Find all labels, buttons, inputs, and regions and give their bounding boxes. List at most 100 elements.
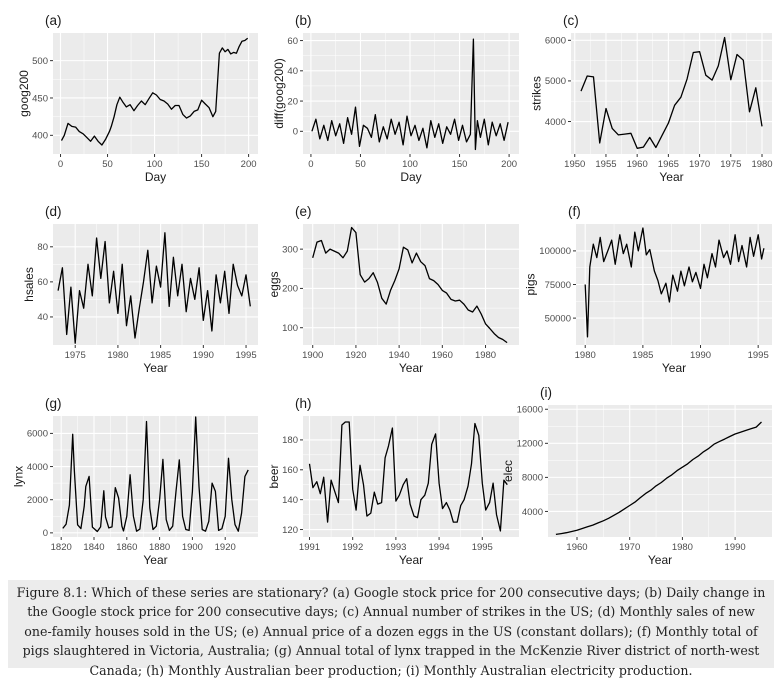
chart-panel-6: 1980 1985 1990 1995 50000 75000 100000 Year pigs… (524, 204, 772, 375)
x-tick-label: 1920 (215, 542, 236, 553)
x-tick-label: 1993 (385, 542, 406, 553)
series-line-1 (312, 226, 508, 344)
y-tick-label: 20 (287, 96, 298, 107)
x-tick-label: 1960 (432, 350, 453, 361)
x-tick-label: 1980 (751, 159, 772, 170)
plot-background (303, 224, 519, 345)
x-tick-label: 1975 (65, 350, 86, 361)
y-tick-label: 50000 (545, 313, 571, 324)
x-tick-label: 1994 (429, 542, 450, 553)
series-line-1 (555, 421, 762, 536)
panel-tag: (f) (568, 204, 581, 219)
x-tick-label: 1965 (658, 159, 679, 170)
y-tick-label: 140 (282, 495, 298, 506)
x-axis-title: Day (400, 170, 421, 184)
y-axis-title: lynx (11, 466, 25, 487)
panel-tag: (g) (45, 396, 62, 411)
panel-tag: (b) (295, 13, 312, 28)
y-tick-label: 40 (287, 66, 298, 77)
y-tick-label: 500 (32, 56, 48, 67)
chart-panel-3: 1950 1955 1960 1965 1970 1975 1980 4000 5000 6000… (529, 13, 772, 184)
y-tick-label: 8000 (522, 473, 543, 484)
y-axis-title: beer (267, 464, 281, 488)
chart-panel-9: 1960 1970 1980 1990 4000 8000 12000 16000 Year el… (501, 385, 772, 567)
x-tick-label: 1960 (566, 542, 587, 553)
panel-tag: (d) (45, 204, 62, 219)
panel-tag: (i) (540, 385, 552, 400)
series-line-1 (57, 232, 251, 344)
y-tick-label: 16000 (517, 405, 543, 416)
y-tick-label: 160 (282, 465, 298, 476)
x-axis-title: Year (399, 361, 423, 375)
y-axis-title: goog200 (17, 70, 31, 117)
panel-tag: (a) (45, 13, 62, 28)
x-axis-title: Day (145, 170, 166, 184)
y-tick-label: 2000 (27, 495, 48, 506)
x-tick-label: 1880 (149, 542, 170, 553)
x-tick-label: 1992 (342, 542, 363, 553)
y-tick-label: 5000 (545, 76, 566, 87)
series-line-1 (308, 421, 508, 532)
y-tick-label: 450 (32, 93, 48, 104)
y-tick-label: 100 (282, 323, 298, 334)
x-tick-label: 1995 (748, 350, 769, 361)
figure-caption: Figure 8.1: Which of these series are st… (8, 580, 774, 678)
x-tick-label: 200 (501, 159, 517, 170)
x-tick-label: 1980 (475, 350, 496, 361)
x-tick-label: 1970 (619, 542, 640, 553)
x-tick-label: 1995 (472, 542, 493, 553)
series-line-1 (311, 38, 509, 151)
series-line-1 (62, 416, 249, 533)
series-line-1 (584, 227, 765, 338)
y-tick-label: 60 (287, 36, 298, 47)
x-tick-label: 1955 (595, 159, 616, 170)
x-axis-title: Year (143, 553, 167, 567)
y-axis-title: elec (501, 460, 515, 482)
plot-background (303, 416, 519, 537)
x-tick-label: 1970 (689, 159, 710, 170)
y-axis-title: diff(goog200) (272, 58, 286, 129)
chart-panel-2: 0 50 100 150 200 0 20 40 60 Day diff(goog200) (b) (272, 13, 519, 184)
x-tick-label: 150 (452, 159, 468, 170)
y-tick-label: 75000 (545, 280, 571, 291)
y-tick-label: 300 (282, 244, 298, 255)
plot-background (53, 33, 258, 154)
x-tick-label: 1940 (389, 350, 410, 361)
panel-tag: (e) (295, 204, 312, 219)
y-tick-label: 6000 (545, 36, 566, 47)
y-tick-label: 6000 (27, 429, 48, 440)
y-tick-label: 4000 (522, 507, 543, 518)
x-tick-label: 1995 (235, 350, 256, 361)
plot-background (53, 416, 258, 537)
x-tick-label: 1980 (672, 542, 693, 553)
x-tick-label: 50 (102, 159, 113, 170)
y-tick-label: 120 (282, 525, 298, 536)
plot-background (53, 224, 258, 345)
x-tick-label: 1991 (299, 542, 320, 553)
x-axis-title: Year (143, 361, 167, 375)
series-line-1 (60, 37, 249, 146)
y-tick-label: 200 (282, 284, 298, 295)
x-tick-label: 100 (402, 159, 418, 170)
x-tick-label: 1900 (182, 542, 203, 553)
y-axis-title: eggs (267, 271, 281, 297)
x-axis-title: Year (659, 170, 683, 184)
plot-background (571, 33, 772, 154)
y-tick-label: 40 (37, 312, 48, 323)
y-tick-label: 4000 (545, 117, 566, 128)
y-tick-label: 100000 (539, 246, 571, 257)
y-axis-title: pigs (524, 273, 538, 295)
y-tick-label: 180 (282, 435, 298, 446)
chart-panel-1: 0 50 100 150 200 400 450 500 Day goog200 (a) (17, 13, 258, 184)
x-tick-label: 1985 (150, 350, 171, 361)
x-tick-label: 50 (355, 159, 366, 170)
chart-panel-5: 1900 1920 1940 1960 1980 100 200 300 Year eggs (e) (267, 204, 519, 375)
chart-panel-8: 1991 1992 1993 1994 1995 120 140 160 180 Year beer… (267, 396, 519, 567)
x-tick-label: 0 (308, 159, 313, 170)
x-tick-label: 1980 (575, 350, 596, 361)
x-axis-title: Year (662, 361, 686, 375)
x-tick-label: 1960 (627, 159, 648, 170)
series-line-1 (580, 36, 763, 149)
x-axis-title: Year (399, 553, 423, 567)
panel-tag: (h) (295, 396, 312, 411)
